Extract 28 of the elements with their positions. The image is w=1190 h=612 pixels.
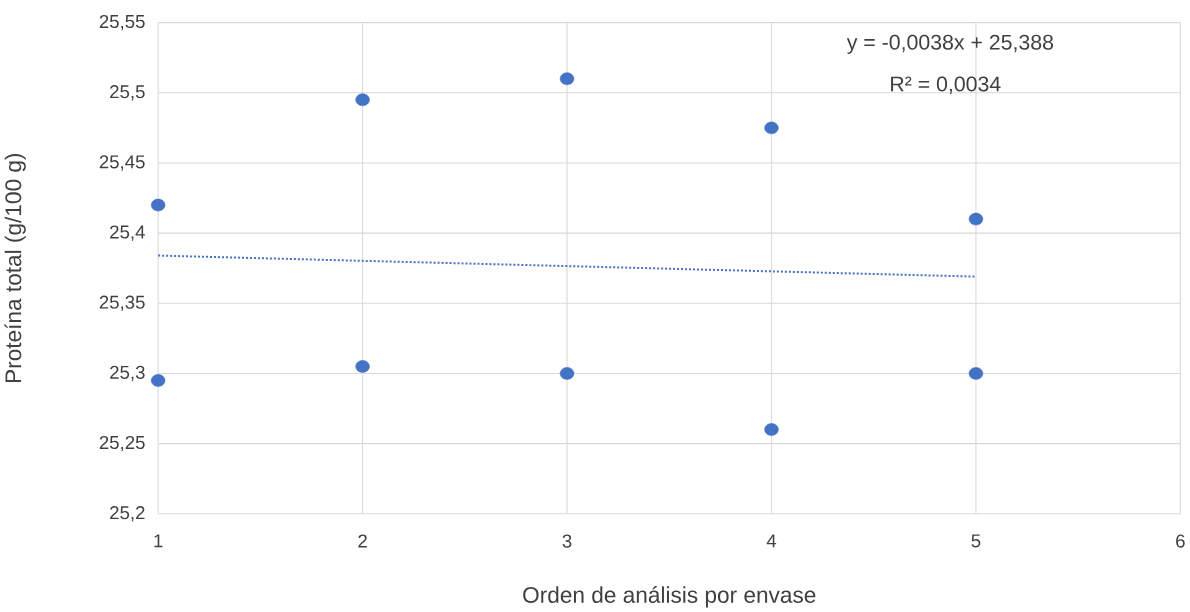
y-axis-title: Proteína total (g/100 g)	[4, 153, 26, 383]
point	[150, 374, 166, 387]
y-tick-label: 25,5	[110, 85, 145, 101]
y-tick-label: 25,35	[99, 295, 145, 312]
point	[150, 198, 166, 212]
x-tick-label: 4	[766, 534, 777, 548]
annotation: y = -0,0038x + 25,388	[846, 34, 1054, 55]
point	[968, 367, 984, 380]
x-tick-label: 1	[154, 534, 163, 548]
x-axis-title: Orden de análisis por envase	[523, 586, 816, 608]
y-tick-label: 25,45	[99, 155, 145, 171]
y-tick-label: 25,55	[99, 14, 145, 31]
point	[559, 72, 575, 86]
point	[764, 121, 779, 135]
x-tick-label: 5	[971, 534, 981, 548]
point	[355, 360, 370, 373]
point	[968, 212, 984, 226]
annotation: R² = 0,0034	[891, 76, 1001, 95]
x-tick-label: 3	[562, 534, 572, 548]
point	[764, 423, 779, 436]
x-tick-label: 6	[1176, 534, 1185, 548]
point	[559, 367, 575, 380]
y-tick-label: 25,2	[110, 506, 145, 522]
point	[355, 93, 370, 107]
y-tick-label: 25,3	[110, 365, 145, 382]
x-tick-label: 2	[358, 534, 367, 548]
y-tick-label: 25,4	[110, 225, 145, 241]
y-tick-label: 25,25	[99, 435, 145, 452]
